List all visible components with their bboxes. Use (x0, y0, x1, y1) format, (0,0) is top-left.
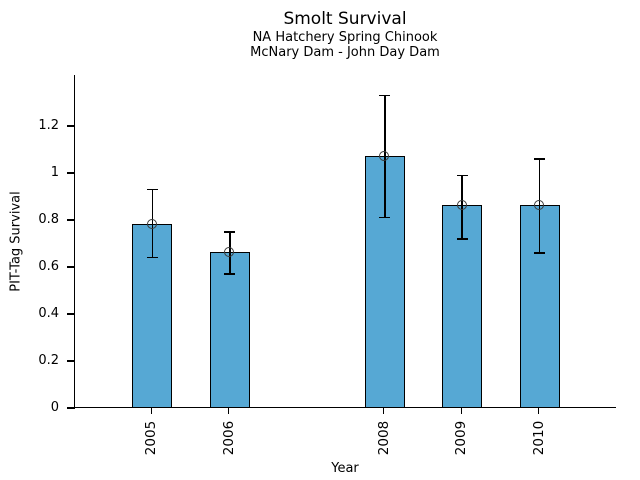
data-point-marker (379, 151, 390, 162)
y-tick (67, 219, 75, 221)
error-bar-cap-bottom (534, 252, 546, 254)
error-bar-cap-bottom (224, 273, 236, 275)
error-bar-cap-top (534, 158, 546, 160)
x-tick (537, 408, 540, 414)
data-point-marker (456, 200, 467, 211)
error-bar-cap-top (456, 174, 468, 177)
chart-subtitle-2: McNary Dam - John Day Dam (250, 45, 440, 60)
error-bar-cap-bottom (379, 216, 391, 219)
chart-title: Smolt Survival (283, 9, 407, 29)
data-point-marker (534, 200, 545, 211)
bar (209, 251, 250, 407)
x-tick (460, 408, 462, 414)
error-bar-cap-top (224, 230, 236, 233)
error-bar-cap-bottom (146, 256, 158, 259)
plot-area: 0 0.2 0.4 0.6 0.8 1 1.2 (38, 75, 616, 415)
y-tick (67, 360, 75, 362)
x-tick-label: 2008 (375, 420, 392, 456)
y-tick (67, 172, 75, 174)
y-axis-title: PIT-Tag Survival (8, 191, 24, 292)
error-bar-cap-bottom (456, 237, 468, 240)
x-tick (150, 408, 153, 414)
y-tick (67, 313, 75, 315)
y-tick-label: 1.2 (38, 117, 59, 133)
x-tick-label: 2005 (143, 420, 160, 456)
x-axis-title: Year (331, 461, 359, 476)
error-bar-cap-top (379, 94, 391, 97)
y-tick-label: 0.2 (38, 352, 59, 368)
y-tick-label: 0 (50, 400, 59, 415)
x-tick-label: 2009 (453, 420, 470, 456)
data-point-marker (147, 219, 158, 230)
y-tick (67, 125, 75, 127)
chart-header: Smolt Survival NA Hatchery Spring Chinoo… (74, 9, 616, 60)
y-tick (67, 407, 75, 409)
y-tick (67, 266, 75, 268)
x-tick (228, 408, 230, 414)
x-tick-label: 2010 (530, 420, 547, 456)
error-bar-cap-top (146, 188, 158, 191)
y-tick-label: 0.4 (38, 305, 59, 321)
chart-subtitle-1: NA Hatchery Spring Chinook (252, 30, 438, 45)
x-tick (383, 408, 385, 414)
y-tick-label: 0.6 (38, 258, 59, 274)
y-tick-label: 0.8 (38, 211, 59, 227)
x-tick-label: 2006 (220, 420, 237, 456)
x-axis-layer: 2005 2006 2008 2009 2010 (74, 408, 616, 480)
y-tick-label: 1 (50, 164, 59, 180)
